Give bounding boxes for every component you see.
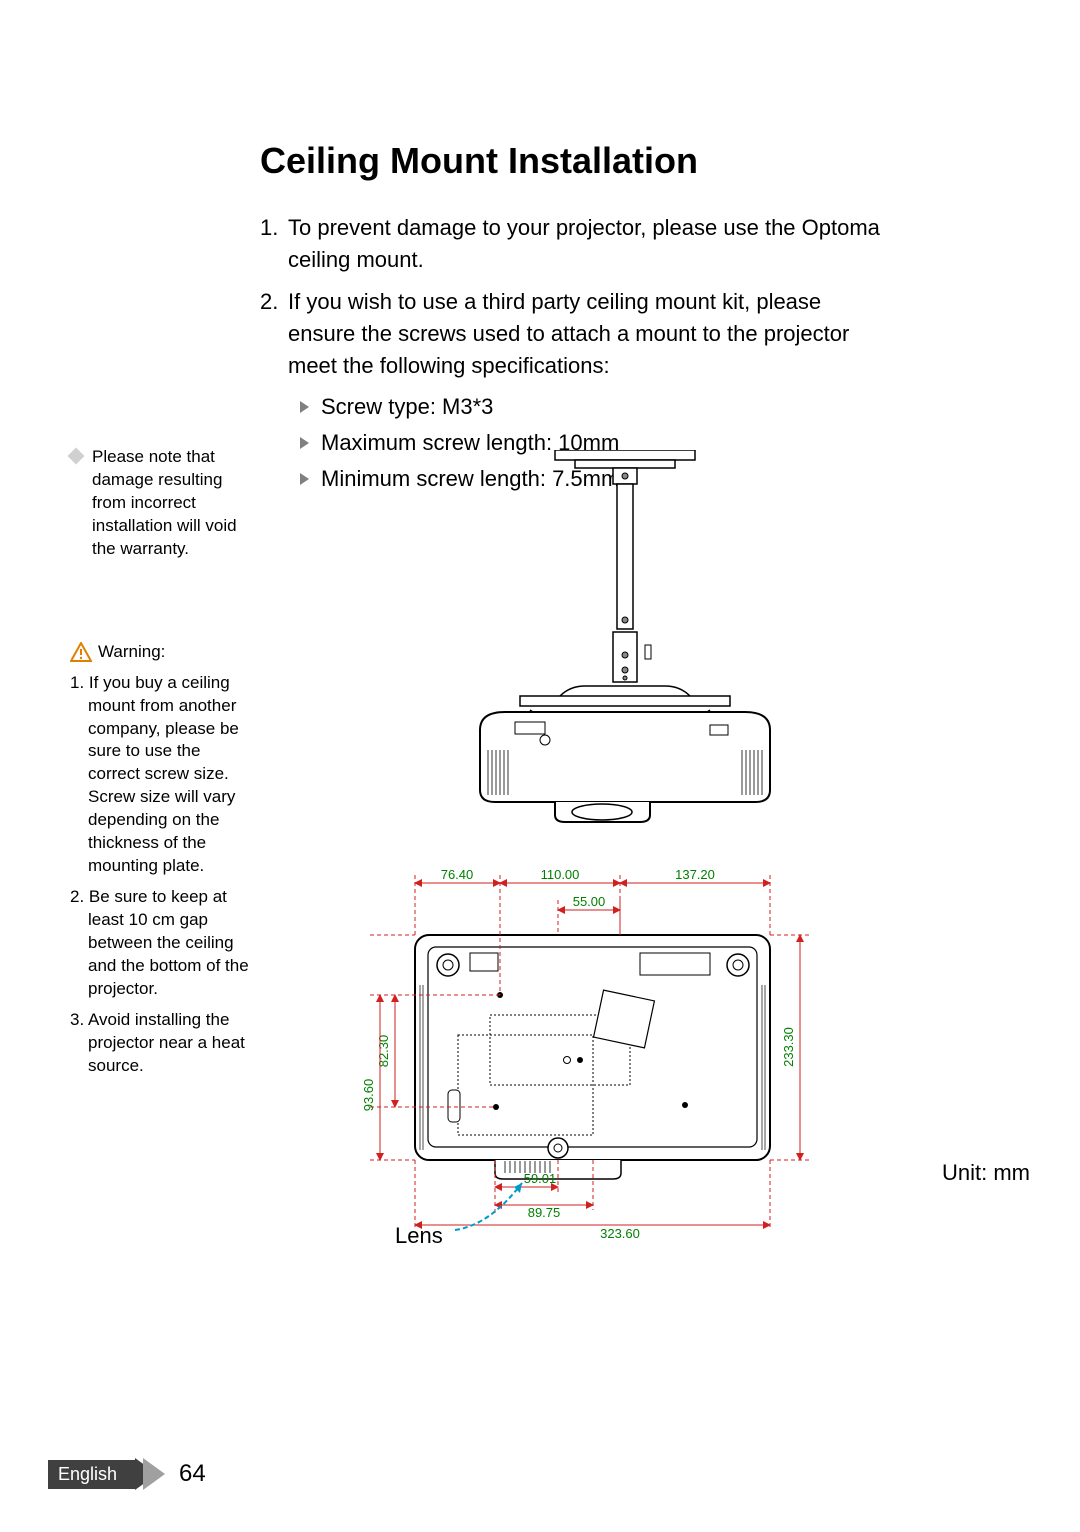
dim-82-30: 82.30 bbox=[376, 1035, 391, 1068]
warning-item-3: 3. Avoid installing the projector near a… bbox=[70, 1009, 250, 1078]
lens-label: Lens bbox=[395, 1223, 443, 1249]
sub-text: Screw type: M3*3 bbox=[321, 391, 493, 423]
bullet-arrow-icon bbox=[300, 401, 309, 413]
diamond-bullet-icon bbox=[68, 448, 85, 465]
warning-item-2: 2. Be sure to keep at least 10 cm gap be… bbox=[70, 886, 250, 1001]
list-num: 2. bbox=[260, 286, 288, 382]
list-num: 1. bbox=[260, 212, 288, 276]
warning-icon bbox=[70, 642, 92, 662]
ceiling-mount-diagram bbox=[410, 450, 830, 825]
unit-label: Unit: mm bbox=[942, 1160, 1030, 1186]
list-item-2: 2. If you wish to use a third party ceil… bbox=[260, 286, 880, 382]
footer-chevron-icon bbox=[143, 1458, 165, 1490]
dim-76-40: 76.40 bbox=[441, 867, 474, 882]
dim-93-60: 93.60 bbox=[361, 1079, 376, 1112]
warning-heading: Warning: bbox=[70, 641, 250, 664]
dimension-diagram: 76.40 110.00 137.20 55.00 82.30 93.60 23… bbox=[340, 855, 900, 1245]
side-note: Please note that damage resulting from i… bbox=[70, 446, 250, 561]
bullet-arrow-icon bbox=[300, 473, 309, 485]
list-item-1: 1. To prevent damage to your projector, … bbox=[260, 212, 880, 276]
warning-item-1: 1. If you buy a ceiling mount from anoth… bbox=[70, 672, 250, 878]
bullet-arrow-icon bbox=[300, 437, 309, 449]
dim-110-00: 110.00 bbox=[541, 867, 580, 882]
page-footer: English 64 bbox=[48, 1458, 206, 1490]
side-note-text: Please note that damage resulting from i… bbox=[92, 446, 250, 561]
lens-arrow-icon bbox=[450, 1175, 540, 1235]
sidebar: Please note that damage resulting from i… bbox=[70, 446, 250, 1086]
sub-item-1: Screw type: M3*3 bbox=[300, 391, 880, 423]
diagram-area: 76.40 110.00 137.20 55.00 82.30 93.60 23… bbox=[340, 450, 900, 1245]
list-text: If you wish to use a third party ceiling… bbox=[288, 286, 880, 382]
page-title: Ceiling Mount Installation bbox=[260, 140, 880, 182]
dim-55-00: 55.00 bbox=[573, 894, 606, 909]
list-text: To prevent damage to your projector, ple… bbox=[288, 212, 880, 276]
dim-233-30: 233.30 bbox=[781, 1027, 796, 1067]
dim-323-60: 323.60 bbox=[600, 1226, 640, 1241]
footer-page-number: 64 bbox=[179, 1460, 206, 1488]
warning-label: Warning: bbox=[98, 641, 165, 664]
footer-language: English bbox=[48, 1460, 135, 1489]
dim-137-20: 137.20 bbox=[675, 867, 715, 882]
